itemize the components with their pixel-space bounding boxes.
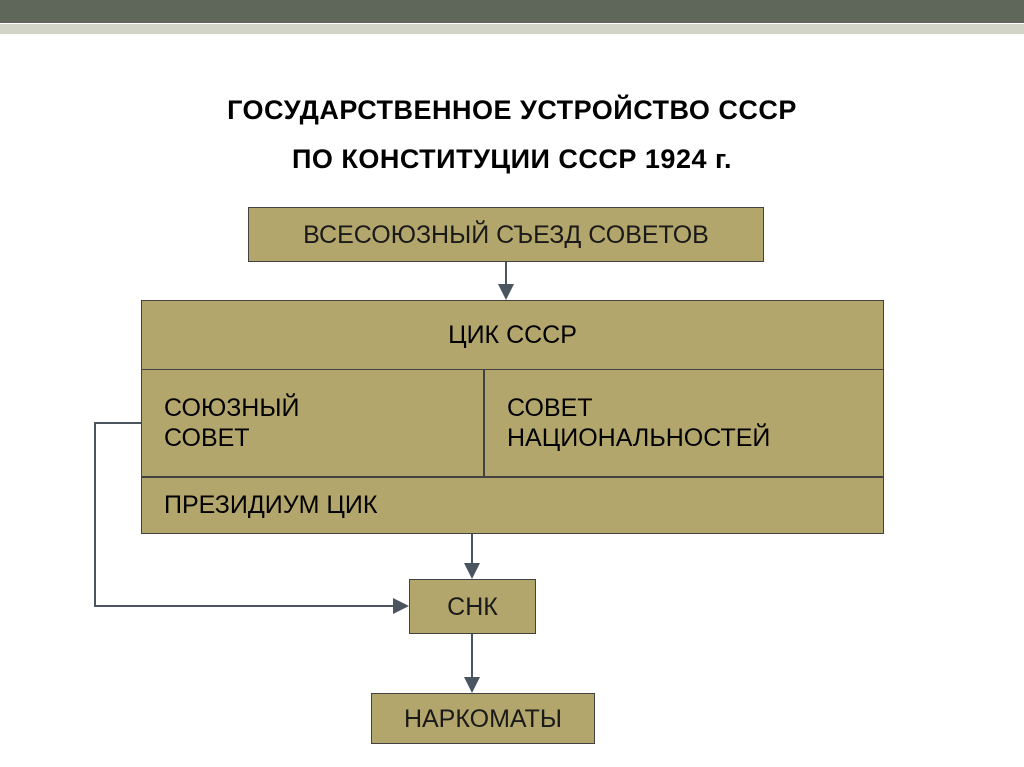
slide-title-line2: ПО КОНСТИТУЦИИ СССР 1924 г. [0,144,1024,175]
node-nationalities-council-label: СОВЕТНАЦИОНАЛЬНОСТЕЙ [507,393,770,453]
node-congress: ВСЕСОЮЗНЫЙ СЪЕЗД СОВЕТОВ [248,207,764,262]
node-presidium: ПРЕЗИДИУМ ЦИК [141,477,884,534]
node-congress-label: ВСЕСОЮЗНЫЙ СЪЕЗД СОВЕТОВ [303,220,709,250]
top-bar-dark [0,0,1024,23]
top-bar-light [0,24,1024,34]
decorative-top-bars [0,0,1024,34]
node-cik: ЦИК СССР [142,301,883,370]
node-union-council: СОЮЗНЫЙСОВЕТ [141,369,484,477]
node-snk: СНК [409,579,536,634]
node-presidium-label: ПРЕЗИДИУМ ЦИК [164,491,377,520]
node-union-council-label: СОЮЗНЫЙСОВЕТ [164,393,299,453]
slide: ГОСУДАРСТВЕННОЕ УСТРОЙСТВО СССР ПО КОНСТ… [0,0,1024,767]
slide-title-line1: ГОСУДАРСТВЕННОЕ УСТРОЙСТВО СССР [0,95,1024,126]
node-cik-label: ЦИК СССР [448,321,577,350]
node-snk-label: СНК [447,592,498,622]
node-narkomaty-label: НАРКОМАТЫ [404,704,562,734]
node-nationalities-council: СОВЕТНАЦИОНАЛЬНОСТЕЙ [484,369,884,477]
node-narkomaty: НАРКОМАТЫ [371,693,595,744]
